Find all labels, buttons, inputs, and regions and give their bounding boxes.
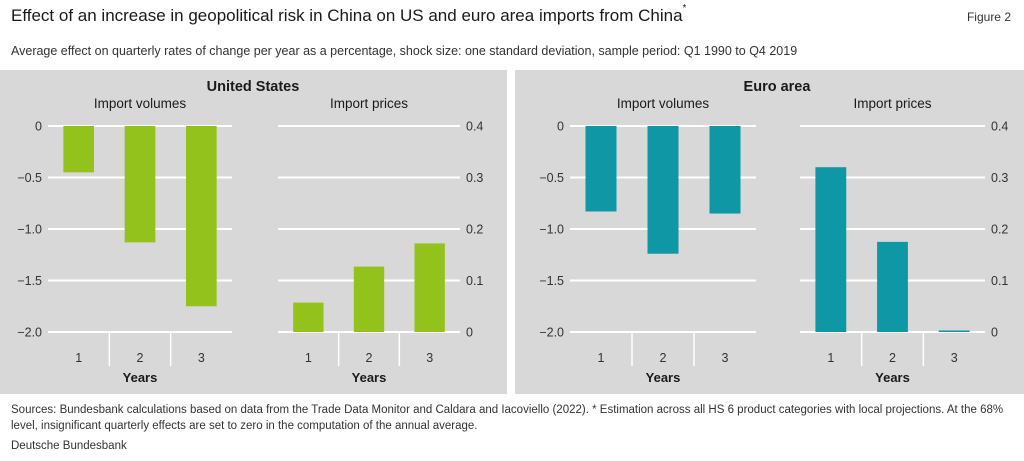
chart-title: Effect of an increase in geopolitical ri… <box>11 3 687 25</box>
charts-canvas: United States Euro area Import volumes 0 −0.… <box>0 70 1024 394</box>
bar <box>585 126 617 212</box>
x-tick-label: 2 <box>660 351 667 365</box>
bar <box>815 167 847 332</box>
y-tick-label: −1.0 <box>539 223 564 237</box>
x-tick-label: 1 <box>75 351 82 365</box>
y-tick-label: 0.3 <box>991 171 1008 185</box>
chart-panel-4: Import prices 0.4 0.3 0.2 0.1 0 1 2 3 Years <box>800 96 1008 385</box>
bar <box>293 302 324 332</box>
region-panel-euro-area <box>515 70 1024 394</box>
y-tick-label: −1.5 <box>539 274 564 288</box>
x-axis-label: Years <box>352 370 387 385</box>
x-axis-label: Years <box>646 370 681 385</box>
bar <box>186 126 217 307</box>
y-tick-label: 0 <box>991 326 998 340</box>
chart-panel-3: Import volumes 0 −0.5 −1.0 −1.5 −2.0 1 2 3 Years <box>539 96 756 385</box>
region-panel-united-states <box>0 70 507 394</box>
chart-panel-1: Import volumes 0 −0.5 −1.0 −1.5 −2.0 1 2 3 Years <box>17 96 232 385</box>
y-tick-label: −1.0 <box>17 223 42 237</box>
footer-organisation: Deutsche Bundesbank <box>11 440 127 452</box>
y-tick-label: 0 <box>466 326 473 340</box>
x-tick-label: 1 <box>305 351 312 365</box>
title-footnote-mark: * <box>682 3 687 14</box>
y-tick-label: 0.1 <box>991 274 1008 288</box>
y-tick-label: 0.4 <box>466 120 483 134</box>
y-tick-label: −2.0 <box>17 326 42 340</box>
bar <box>124 126 156 243</box>
panel-title: Import volumes <box>617 96 710 111</box>
bar <box>353 266 385 332</box>
y-tick-label: 0.4 <box>991 120 1008 134</box>
y-tick-label: 0.2 <box>991 223 1008 237</box>
x-axis-label: Years <box>123 370 158 385</box>
y-tick-label: 0.1 <box>466 274 483 288</box>
x-tick-label: 3 <box>722 351 729 365</box>
panel-title: Import prices <box>330 96 408 111</box>
x-tick-label: 3 <box>426 351 433 365</box>
footer: Sources: Bundesbank calculations based o… <box>11 402 1015 454</box>
x-axis-label: Years <box>875 370 910 385</box>
y-tick-label: 0 <box>557 120 564 134</box>
bar <box>647 126 679 254</box>
x-tick-label: 2 <box>137 351 144 365</box>
x-tick-label: 2 <box>366 351 373 365</box>
figure-label: Figure 2 <box>966 10 1011 24</box>
y-tick-label: −2.0 <box>539 326 564 340</box>
chart-panel-2: Import prices 0.4 0.3 0.2 0.1 0 1 2 3 Years <box>278 96 483 385</box>
panel-title: Import volumes <box>94 96 187 111</box>
x-tick-label: 1 <box>827 351 834 365</box>
region-title-euro-area: Euro area <box>744 79 812 95</box>
x-tick-label: 3 <box>198 351 205 365</box>
x-tick-label: 1 <box>598 351 605 365</box>
region-title-united-states: United States <box>207 79 300 95</box>
y-tick-label: −0.5 <box>17 171 42 185</box>
footer-sources: Sources: Bundesbank calculations based o… <box>11 404 1004 432</box>
panel-title: Import prices <box>853 96 931 111</box>
bar <box>877 241 908 332</box>
chart-subtitle: Average effect on quarterly rates of cha… <box>11 44 798 58</box>
y-tick-label: 0.2 <box>466 223 483 237</box>
y-tick-label: 0 <box>35 120 42 134</box>
bar <box>414 243 445 332</box>
y-tick-label: −0.5 <box>539 171 564 185</box>
bar <box>709 126 741 214</box>
x-tick-label: 2 <box>889 351 896 365</box>
y-tick-label: 0.3 <box>466 171 483 185</box>
bar <box>63 126 94 173</box>
y-tick-label: −1.5 <box>17 274 42 288</box>
x-tick-label: 3 <box>951 351 958 365</box>
bar <box>938 330 970 332</box>
